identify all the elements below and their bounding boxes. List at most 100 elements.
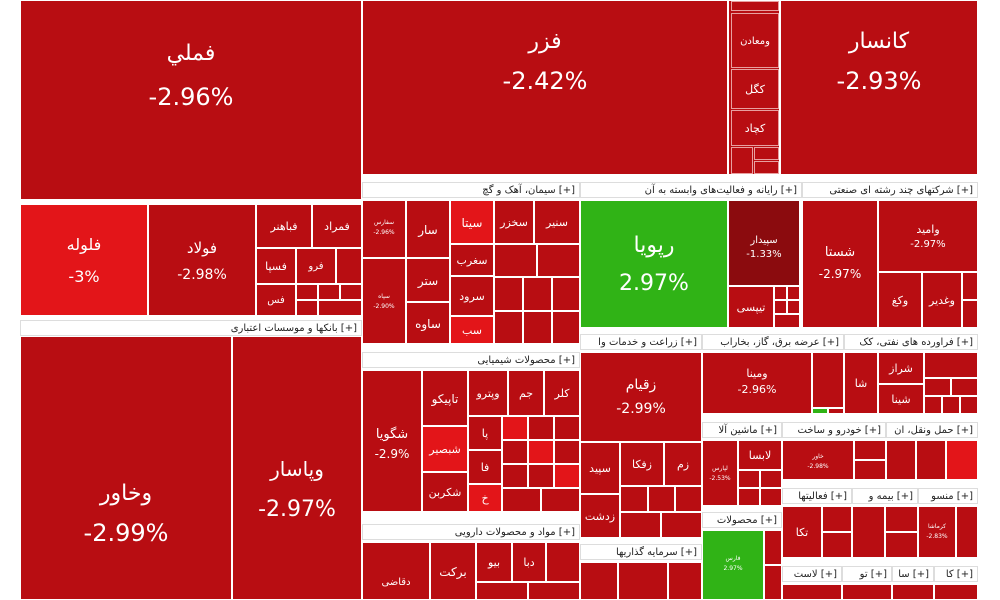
tile-small[interactable]	[782, 584, 842, 600]
tile-small[interactable]	[668, 562, 702, 600]
tile-sepid[interactable]: سپید	[580, 442, 620, 494]
tile-small[interactable]	[502, 464, 528, 488]
tile-small[interactable]	[822, 506, 852, 532]
tile-fero[interactable]: فرو	[296, 248, 336, 284]
tile-fabahnar[interactable]: فباهنر	[256, 204, 312, 248]
sector-header-petroleum[interactable]: فراورده های نفتی، کک [+]	[844, 334, 978, 350]
tile-small[interactable]	[760, 470, 782, 488]
tile-shabsir[interactable]: شبصیر	[422, 426, 468, 472]
tile-small[interactable]	[675, 486, 702, 512]
tile-mini-5[interactable]: لپارس -2.53%	[702, 440, 738, 506]
tile-small[interactable]	[812, 352, 844, 408]
tile-mini-2[interactable]: سپاه -2.90%	[362, 258, 406, 344]
tile-small[interactable]	[296, 300, 318, 316]
tile-sab[interactable]: سب	[450, 316, 494, 344]
tile-vamid[interactable]: وامید -2.97%	[878, 200, 978, 272]
tile-small[interactable]	[764, 565, 782, 600]
tile-small[interactable]	[946, 440, 978, 480]
tile-small[interactable]	[620, 512, 661, 538]
sector-header-activities[interactable]: فعالیتها [+]	[782, 488, 852, 504]
tile-small[interactable]	[502, 440, 528, 464]
tile-fezar[interactable]: فزر -2.42%	[362, 0, 728, 175]
tile-vamaaden[interactable]: ومعادن	[731, 13, 779, 68]
tile-tika[interactable]: تکا	[782, 506, 822, 558]
tile-small[interactable]	[554, 440, 580, 464]
sector-header-ka[interactable]: کا [+]	[934, 566, 978, 582]
tile-setar[interactable]: ستر	[406, 258, 450, 302]
tile-rupia[interactable]: رپویا 2.97%	[580, 200, 728, 328]
tile-small[interactable]	[537, 244, 580, 277]
tile-small[interactable]	[552, 277, 580, 311]
tile-sar[interactable]: سار	[406, 200, 450, 258]
tile-small[interactable]	[934, 584, 978, 600]
tile-vpasar[interactable]: وپاسار -2.97%	[232, 336, 362, 600]
sector-header-pharma[interactable]: مواد و محصولات دارویی [+]	[362, 524, 580, 540]
tile-small[interactable]	[852, 506, 885, 558]
tile-fesepa[interactable]: فسپا	[256, 248, 296, 284]
tile-small[interactable]	[523, 311, 552, 344]
tile-small[interactable]	[580, 562, 618, 600]
tile-small[interactable]	[494, 244, 537, 277]
tile-pa[interactable]: پا	[468, 416, 502, 450]
tile-kansar[interactable]: کانسار -2.93%	[780, 0, 978, 175]
sector-header-agri[interactable]: زراعت و خدمات وا [+]	[580, 334, 702, 350]
sector-header-banks[interactable]: بانکها و موسسات اعتباری [+]	[20, 320, 362, 336]
tile-jam[interactable]: جم	[508, 370, 544, 416]
tile-small[interactable]	[962, 300, 978, 328]
tile-small[interactable]	[754, 161, 779, 174]
tile-vakagh[interactable]: وکغ	[878, 272, 922, 328]
tile-small[interactable]	[661, 512, 702, 538]
sector-header-cement[interactable]: سیمان، آهک و گچ [+]	[362, 182, 580, 198]
tile-small[interactable]	[318, 284, 340, 300]
tile-small[interactable]	[340, 284, 362, 300]
tile-fa[interactable]: فا	[468, 450, 502, 484]
tile-small[interactable]	[731, 1, 779, 11]
tile-small[interactable]	[956, 506, 978, 558]
tile-vaghdir[interactable]: وغدیر	[922, 272, 962, 328]
tile-mini-6[interactable]: کرماشا -2.83%	[918, 506, 956, 558]
tile-small[interactable]	[774, 314, 800, 328]
tile-small[interactable]	[552, 311, 580, 344]
tile-small[interactable]	[523, 277, 552, 311]
tile-shegoya[interactable]: شگویا -2.9%	[362, 370, 422, 512]
tile-seghrab[interactable]: سغرب	[450, 244, 494, 276]
tile-tipsi[interactable]: تیپسی	[728, 286, 774, 328]
tile-sepidar[interactable]: سپیدار -1.33%	[728, 200, 800, 286]
tile-small[interactable]	[828, 408, 844, 414]
tile-small[interactable]	[502, 416, 528, 440]
tile-daba[interactable]: دبا	[512, 542, 546, 582]
tile-small[interactable]	[886, 440, 916, 480]
tile-sita[interactable]: سیتا	[450, 200, 494, 244]
tile-small[interactable]	[296, 284, 318, 300]
tile-vakhavar[interactable]: وخاور -2.99%	[20, 336, 232, 600]
sector-header-insurance[interactable]: بیمه و [+]	[852, 488, 918, 504]
tile-small[interactable]	[738, 470, 760, 488]
tile-small[interactable]	[962, 272, 978, 300]
tile-small[interactable]	[854, 440, 886, 460]
tile-kechad[interactable]: کچاد	[731, 110, 779, 146]
sector-header-multi[interactable]: شرکتهای چند رشته ای صنعتی [+]	[802, 182, 978, 198]
tile-tapiko[interactable]: تاپیکو	[422, 370, 468, 426]
tile-shekarbin[interactable]: شکربن	[422, 472, 468, 512]
tile-barkat[interactable]: برکت	[430, 542, 476, 600]
sector-header-machinery[interactable]: ماشین آلا [+]	[702, 422, 782, 438]
tile-mini-3[interactable]: خاور -2.98%	[782, 440, 854, 480]
tile-famrad[interactable]: فمراد	[312, 204, 362, 248]
tile-small[interactable]	[787, 300, 800, 314]
tile-small[interactable]	[854, 460, 886, 480]
tile-small[interactable]	[774, 286, 787, 300]
tile-small[interactable]	[764, 530, 782, 565]
tile-fes[interactable]: فس	[256, 284, 296, 316]
tile-kegol[interactable]: کگل	[731, 69, 779, 109]
tile-small[interactable]	[476, 582, 528, 600]
sector-header-it[interactable]: رایانه و فعالیت‌های وابسته به آن [+]	[580, 182, 802, 198]
tile-small[interactable]	[885, 532, 918, 558]
tile-small[interactable]	[528, 440, 554, 464]
tile-sakhzar[interactable]: سخزر	[494, 200, 534, 244]
tile-small[interactable]	[554, 464, 580, 488]
tile-small[interactable]	[754, 147, 779, 160]
tile-foolad[interactable]: فولاد -2.98%	[148, 204, 256, 316]
tile-small[interactable]	[842, 584, 892, 600]
tile-small[interactable]	[618, 562, 668, 600]
tile-small[interactable]	[528, 582, 580, 600]
